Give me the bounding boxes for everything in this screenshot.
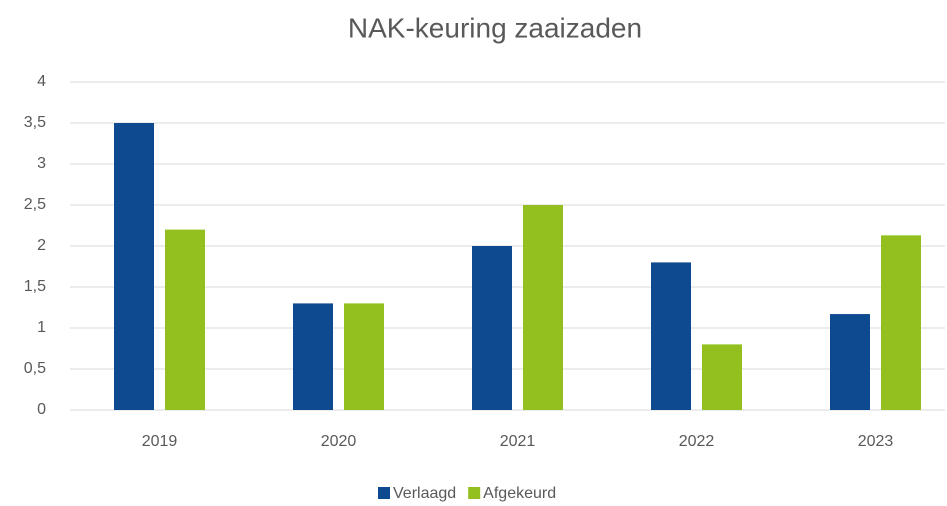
bar xyxy=(344,303,384,410)
y-tick-label: 1,5 xyxy=(24,278,46,295)
bar xyxy=(293,303,333,410)
legend-swatch xyxy=(468,487,481,499)
chart-title: NAK-keuring zaaizaden xyxy=(348,12,642,43)
bar xyxy=(472,246,512,410)
x-tick-label: 2023 xyxy=(858,433,894,450)
bar xyxy=(523,205,563,410)
y-tick-label: 4 xyxy=(37,73,46,90)
legend-label: Verlaagd xyxy=(393,485,456,502)
y-tick-label: 3 xyxy=(37,155,46,172)
y-tick-label: 0,5 xyxy=(24,360,46,377)
x-tick-label: 2020 xyxy=(321,433,357,450)
bar xyxy=(165,229,205,410)
bar xyxy=(114,123,154,410)
y-tick-label: 1 xyxy=(37,319,46,336)
x-tick-label: 2022 xyxy=(679,433,715,450)
bar xyxy=(881,235,921,410)
bar xyxy=(651,262,691,410)
y-tick-label: 0 xyxy=(37,401,46,418)
bar xyxy=(702,344,742,410)
y-tick-label: 2 xyxy=(37,237,46,254)
y-tick-label: 3,5 xyxy=(24,114,46,131)
y-tick-label: 2,5 xyxy=(24,196,46,213)
x-tick-label: 2021 xyxy=(500,433,536,450)
legend-swatch xyxy=(378,487,390,499)
legend-label: Afgekeurd xyxy=(483,485,556,502)
bar xyxy=(830,314,870,410)
x-tick-label: 2019 xyxy=(142,433,178,450)
